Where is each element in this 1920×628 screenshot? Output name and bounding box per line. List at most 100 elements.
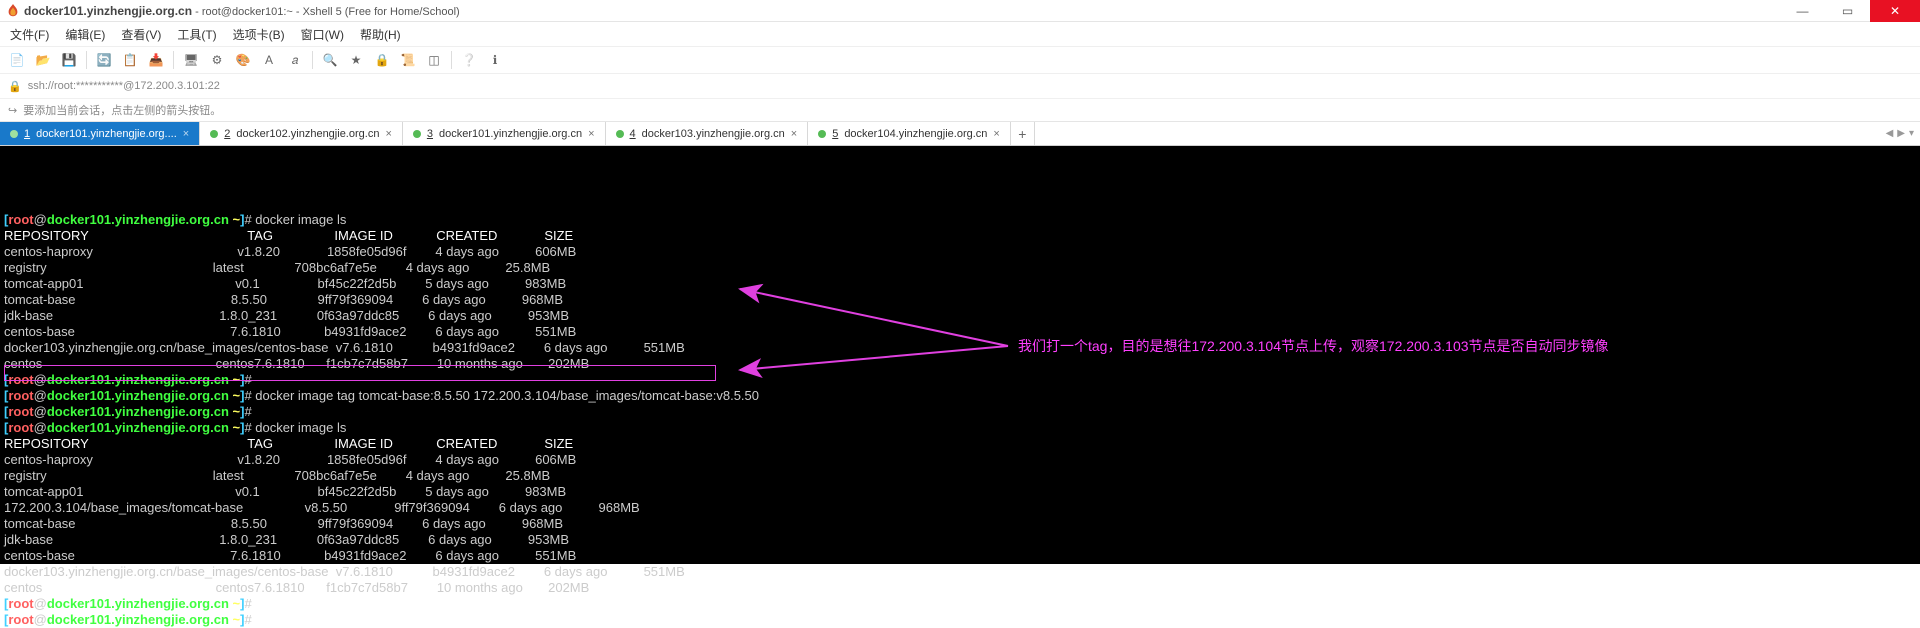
titlebar: docker101.yinzhengjie.org.cn - root@dock…	[0, 0, 1920, 22]
status-dot-icon	[818, 130, 826, 138]
toolbar-separator	[312, 51, 313, 69]
terminal-line: tomcat-app01 v0.1 bf45c22f2d5b 5 days ag…	[4, 276, 1916, 292]
font-button[interactable]: A	[258, 49, 280, 71]
addressbar: 🔒 ssh://root:***********@172.200.3.101:2…	[0, 74, 1920, 98]
menu-tools[interactable]: 工具(T)	[171, 24, 222, 45]
terminal-line: REPOSITORY TAG IMAGE ID CREATED SIZE	[4, 228, 1916, 244]
prompt-line: [root@docker101.yinzhengjie.org.cn ~]# d…	[4, 420, 1916, 436]
menu-window[interactable]: 窗口(W)	[295, 24, 350, 45]
tab-label: docker101.yinzhengjie.org.cn	[439, 128, 582, 140]
toolbar: 📄📂💾 🔄📋📥 🖥⚙🎨A𝑎 🔍★🔒📜◫ ❔ℹ	[0, 46, 1920, 74]
search-button[interactable]: 🔍	[319, 49, 341, 71]
terminal-line: tomcat-app01 v0.1 bf45c22f2d5b 5 days ag…	[4, 484, 1916, 500]
terminal-line: 172.200.3.104/base_images/tomcat-base v8…	[4, 500, 1916, 516]
refresh-button[interactable]: 🔄	[93, 49, 115, 71]
prompt-line: [root@docker101.yinzhengjie.org.cn ~]#	[4, 404, 1916, 420]
menubar: 文件(F) 编辑(E) 查看(V) 工具(T) 选项卡(B) 窗口(W) 帮助(…	[0, 22, 1920, 46]
maximize-button[interactable]: ▭	[1825, 0, 1870, 22]
tab-number: 5	[832, 128, 838, 140]
prompt-line: [root@docker101.yinzhengjie.org.cn ~]#	[4, 596, 1916, 612]
tab-list-icon[interactable]: ▾	[1909, 128, 1914, 139]
scroll-button[interactable]: 📜	[397, 49, 419, 71]
address-text[interactable]: ssh://root:***********@172.200.3.101:22	[28, 80, 220, 92]
tab-arrows: ◀ ▶ ▾	[1880, 122, 1920, 145]
annotation-text: 我们打一个tag，目的是想往172.200.3.104节点上传，观察172.20…	[1018, 338, 1609, 354]
terminal-line: jdk-base 1.8.0_231 0f63a97ddc85 6 days a…	[4, 532, 1916, 548]
toolbar-separator	[451, 51, 452, 69]
save-button[interactable]: 💾	[58, 49, 80, 71]
copy-button[interactable]: 📋	[119, 49, 141, 71]
terminal-line: centos centos7.6.1810 f1cb7c7d58b7 10 mo…	[4, 356, 1916, 372]
terminal-line: centos-haproxy v1.8.20 1858fe05d96f 4 da…	[4, 452, 1916, 468]
terminal-line: registry latest 708bc6af7e5e 4 days ago …	[4, 260, 1916, 276]
terminal[interactable]: [root@docker101.yinzhengjie.org.cn ~]# d…	[0, 146, 1920, 564]
tab-number: 4	[630, 128, 636, 140]
prompt-line: [root@docker101.yinzhengjie.org.cn ~]#	[4, 612, 1916, 628]
menu-edit[interactable]: 编辑(E)	[59, 24, 111, 45]
menu-file[interactable]: 文件(F)	[4, 24, 55, 45]
terminal-line: jdk-base 1.8.0_231 0f63a97ddc85 6 days a…	[4, 308, 1916, 324]
fav-button[interactable]: ★	[345, 49, 367, 71]
terminal-line: centos centos7.6.1810 f1cb7c7d58b7 10 mo…	[4, 580, 1916, 596]
tab-close-icon[interactable]: ×	[183, 128, 189, 140]
prompt-line: [root@docker101.yinzhengjie.org.cn ~]#	[4, 372, 1916, 388]
tab-close-icon[interactable]: ×	[385, 128, 391, 140]
tab-label: docker102.yinzhengjie.org.cn	[236, 128, 379, 140]
hintbar: ↪ 要添加当前会话，点击左侧的箭头按钮。	[0, 98, 1920, 122]
lock-button[interactable]: 🔒	[371, 49, 393, 71]
app-icon	[6, 4, 20, 18]
hint-arrow-icon[interactable]: ↪	[8, 104, 17, 117]
style-button[interactable]: 𝑎	[284, 49, 306, 71]
terminal-button[interactable]: 🖥	[180, 49, 202, 71]
session-tab-2[interactable]: 2 docker102.yinzhengjie.org.cn ×	[200, 122, 403, 145]
tab-number: 1	[24, 128, 30, 140]
hint-text: 要添加当前会话，点击左侧的箭头按钮。	[23, 102, 221, 118]
tab-prev-icon[interactable]: ◀	[1886, 128, 1894, 139]
file-open-button[interactable]: 📂	[32, 49, 54, 71]
tab-number: 3	[427, 128, 433, 140]
toolbar-separator	[86, 51, 87, 69]
help-button[interactable]: ❔	[458, 49, 480, 71]
tab-close-icon[interactable]: ×	[993, 128, 999, 140]
terminal-line: registry latest 708bc6af7e5e 4 days ago …	[4, 468, 1916, 484]
terminal-line: REPOSITORY TAG IMAGE ID CREATED SIZE	[4, 436, 1916, 452]
minimize-button[interactable]: —	[1780, 0, 1825, 22]
toolbar-separator	[173, 51, 174, 69]
terminal-line: centos-haproxy v1.8.20 1858fe05d96f 4 da…	[4, 244, 1916, 260]
settings-button[interactable]: ⚙	[206, 49, 228, 71]
close-button[interactable]: ✕	[1870, 0, 1920, 22]
split-button[interactable]: ◫	[423, 49, 445, 71]
menu-view[interactable]: 查看(V)	[115, 24, 167, 45]
status-dot-icon	[413, 130, 421, 138]
tab-label: docker103.yinzhengjie.org.cn	[642, 128, 785, 140]
lock-icon: 🔒	[8, 80, 22, 93]
tab-number: 2	[224, 128, 230, 140]
file-new-button[interactable]: 📄	[6, 49, 28, 71]
color-button[interactable]: 🎨	[232, 49, 254, 71]
tab-close-icon[interactable]: ×	[791, 128, 797, 140]
terminal-line: tomcat-base 8.5.50 9ff79f369094 6 days a…	[4, 516, 1916, 532]
session-tab-4[interactable]: 4 docker103.yinzhengjie.org.cn ×	[606, 122, 809, 145]
prompt-line: [root@docker101.yinzhengjie.org.cn ~]# d…	[4, 212, 1916, 228]
session-tab-5[interactable]: 5 docker104.yinzhengjie.org.cn ×	[808, 122, 1011, 145]
paste-button[interactable]: 📥	[145, 49, 167, 71]
terminal-line: centos-base 7.6.1810 b4931fd9ace2 6 days…	[4, 324, 1916, 340]
terminal-line: centos-base 7.6.1810 b4931fd9ace2 6 days…	[4, 548, 1916, 564]
session-tab-3[interactable]: 3 docker101.yinzhengjie.org.cn ×	[403, 122, 606, 145]
window-title: docker101.yinzhengjie.org.cn - root@dock…	[24, 4, 460, 18]
status-dot-icon	[10, 130, 18, 138]
tab-add-button[interactable]: +	[1011, 122, 1035, 145]
tabstrip: 1 docker101.yinzhengjie.org....×2 docker…	[0, 122, 1920, 146]
tab-next-icon[interactable]: ▶	[1897, 128, 1905, 139]
terminal-line: docker103.yinzhengjie.org.cn/base_images…	[4, 340, 1916, 356]
terminal-line: tomcat-base 8.5.50 9ff79f369094 6 days a…	[4, 292, 1916, 308]
session-tab-1[interactable]: 1 docker101.yinzhengjie.org.... ×	[0, 122, 200, 145]
tab-label: docker101.yinzhengjie.org....	[36, 128, 177, 140]
tab-close-icon[interactable]: ×	[588, 128, 594, 140]
info-button[interactable]: ℹ	[484, 49, 506, 71]
terminal-line: docker103.yinzhengjie.org.cn/base_images…	[4, 564, 1916, 580]
menu-tabs[interactable]: 选项卡(B)	[227, 24, 291, 45]
menu-help[interactable]: 帮助(H)	[354, 24, 407, 45]
prompt-line: [root@docker101.yinzhengjie.org.cn ~]# d…	[4, 388, 1916, 404]
tab-label: docker104.yinzhengjie.org.cn	[844, 128, 987, 140]
